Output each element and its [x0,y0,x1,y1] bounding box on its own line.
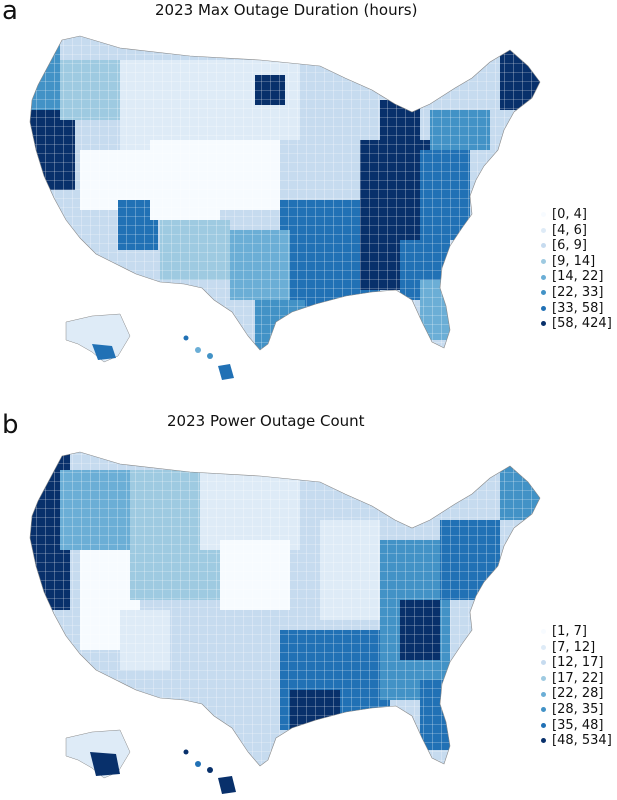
legend-swatch [541,227,546,233]
legend-label: [7, 12] [552,639,596,655]
legend-swatch [541,707,546,713]
legend-entry: [1, 7] [541,624,612,640]
legend-entry: [22, 33] [541,285,612,301]
legend-entry: [4, 6] [541,223,612,239]
us-county-choropleth-map [29,451,541,794]
legend-swatch [541,629,546,635]
hawaii [183,335,234,380]
alaska [65,313,131,363]
map-body [30,36,540,350]
legend-label: [33, 58] [552,300,604,316]
legend-swatch [541,212,546,218]
legend-label: [12, 17] [552,655,604,671]
legend-label: [4, 6] [552,222,587,238]
hawaii [183,749,236,794]
us-outline [29,35,541,351]
panel-label: b [2,410,19,440]
map-title: 2023 Power Outage Count [167,412,365,430]
legend-label: [6, 9] [552,238,587,254]
legend-label: [22, 28] [552,686,604,702]
legend-label: [17, 22] [552,670,604,686]
us-county-choropleth-map [29,35,541,380]
legend-entry: [28, 35] [541,702,612,718]
legend: [1, 7] [7, 12] [12, 17] [17, 22] [22, 28] [28… [541,624,612,749]
map-title: 2023 Max Outage Duration (hours) [155,1,418,19]
legend-entry: [14, 22] [541,269,612,285]
legend-entry: [9, 14] [541,254,612,270]
legend-swatch [541,738,546,744]
legend-entry: [0, 4] [541,207,612,223]
legend-entry: [22, 28] [541,686,612,702]
us-outline [29,451,541,767]
legend-label: [22, 33] [552,284,604,300]
legend-entry: [58, 424] [541,316,612,332]
panel-a: a 2023 Max Outage Duration (hours) [0, 4… [2,0,612,380]
legend-entry: [33, 58] [541,301,612,317]
legend-swatch [541,321,546,327]
legend-swatch [541,722,546,728]
panel-label: a [2,0,18,26]
legend-entry: [6, 9] [541,238,612,254]
legend-swatch [541,676,546,682]
legend-entry: [48, 534] [541,733,612,749]
legend-swatch [541,660,546,666]
legend-swatch [541,691,546,697]
legend-label: [48, 534] [552,733,612,749]
legend-swatch [541,243,546,249]
alaska-southeast [90,752,120,776]
legend-label: [14, 22] [552,269,604,285]
legend-swatch [541,644,546,650]
legend-label: [58, 424] [552,316,612,332]
legend-label: [0, 4] [552,207,587,222]
alaska-southeast [92,344,116,360]
legend-swatch [541,290,546,296]
legend-entry: [7, 12] [541,640,612,656]
legend-label: [1, 7] [552,624,587,639]
legend-label: [28, 35] [552,701,604,717]
legend: [0, 4] [4, 6] [6, 9] [9, 14] [14, 22] [22, 33… [541,207,612,332]
legend-swatch [541,259,546,265]
legend-swatch [541,274,546,280]
panel-b: b 2023 Power Outage Count [1, 7] [7, 12][… [0,400,617,800]
legend-entry: [12, 17] [541,655,612,671]
legend-entry: [17, 22] [541,671,612,687]
legend-swatch [541,305,546,311]
legend-entry: [35, 48] [541,718,612,734]
legend-label: [9, 14] [552,253,596,269]
legend-label: [35, 48] [552,717,604,733]
